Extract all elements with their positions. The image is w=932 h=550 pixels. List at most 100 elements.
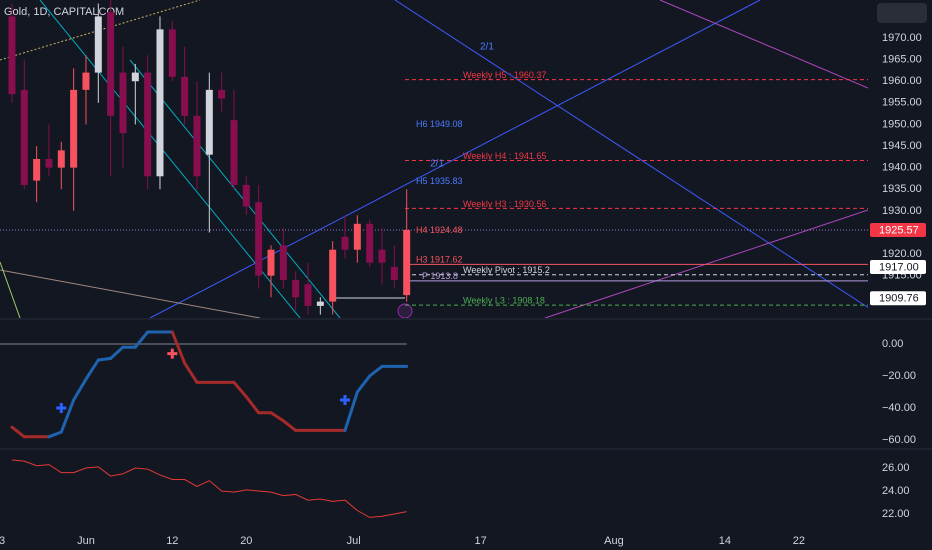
price-badge (870, 260, 926, 275)
price-badge-label: 1925.57 (879, 224, 919, 236)
ratio-label: 2/1 (480, 42, 494, 53)
y-tick-label: 1970.00 (882, 32, 922, 44)
y-tick-label: 1965.00 (882, 54, 922, 66)
oscillator-segment (355, 374, 372, 394)
signal-marker (340, 395, 351, 405)
pivot-label: Weekly Pivot : 1915.2 (463, 265, 550, 275)
candle-body (45, 159, 53, 168)
pivot-label: H3 1917.62 (416, 255, 463, 265)
price-badge (870, 222, 926, 237)
candle-body (131, 72, 139, 82)
y-tick-label: 0.00 (882, 338, 903, 350)
oscillator-segment (72, 377, 88, 402)
toolbar-button[interactable] (877, 3, 927, 23)
candle-body (292, 279, 300, 298)
candle-body (230, 120, 238, 185)
price-badge-label: 1917.00 (879, 261, 919, 273)
candle-body (82, 72, 90, 90)
candle-body (329, 249, 337, 302)
candle-body (20, 89, 28, 185)
candle-body (156, 29, 164, 177)
candle-body (304, 284, 312, 306)
candle-body (193, 115, 201, 177)
candle-body (390, 267, 398, 280)
candle-body (316, 301, 324, 306)
y-tick-label: 1940.00 (882, 162, 922, 174)
oscillator-segment (343, 390, 359, 432)
pivot-label: P 1913.8 (422, 271, 458, 281)
y-tick-label: 1960.00 (882, 75, 922, 87)
x-tick-label: Jun (77, 535, 95, 547)
candle-body (57, 150, 65, 168)
oscillator-segment (96, 356, 113, 362)
x-tick-label: 12 (166, 535, 178, 547)
candle-body (168, 29, 176, 77)
trend-line (0, 261, 21, 318)
candle-body (181, 76, 189, 116)
price-badge (870, 291, 926, 306)
x-tick-label: Jul (347, 535, 361, 547)
y-tick-label: 1945.00 (882, 140, 922, 152)
oscillator-segment (281, 419, 298, 432)
candle-body (218, 89, 226, 99)
y-tick-label: 1935.00 (882, 183, 922, 195)
candle-body (267, 249, 275, 276)
y-tick-label: 22.00 (882, 508, 910, 520)
y-tick-label: 26.00 (882, 462, 910, 474)
oscillator-segment (170, 330, 187, 365)
x-tick-label: 22 (793, 535, 805, 547)
trend-line (394, 0, 868, 309)
pivot-label: H5 1935.83 (416, 176, 463, 186)
candle-body (255, 202, 263, 276)
candles: Weekly H5 : 1960.37 Weekly H4 : 1941.65 We… (0, 0, 868, 315)
oscillator-segment (59, 398, 76, 434)
y-tick-label: −20.00 (882, 370, 916, 382)
line-series (11, 459, 407, 518)
candle-body (279, 245, 287, 280)
y-tick-label: −40.00 (882, 402, 916, 414)
oscillator-segment (232, 380, 248, 399)
candle-body (205, 89, 213, 155)
y-tick-label: 1920.00 (882, 248, 922, 260)
y-tick-label: 24.00 (882, 485, 910, 497)
candle-body (242, 184, 250, 207)
oscillator-segment (109, 345, 125, 360)
pivot-label: H4 1924.48 (416, 225, 463, 235)
y-tick-label: −60.00 (882, 434, 916, 446)
trend-line (129, 59, 341, 318)
candle-body (119, 72, 127, 134)
signal-marker (56, 403, 67, 413)
pivot-label: Weekly H5 : 1960.37 (463, 70, 546, 80)
price-badge-label: 1909.76 (879, 293, 919, 305)
pivot-label: H6 1949.08 (416, 119, 463, 129)
candle-body (94, 16, 102, 73)
candle-body (341, 236, 349, 250)
event-icon[interactable] (397, 303, 413, 318)
pivot-label: Weekly L3 : 1908.18 (463, 295, 545, 305)
candle-body (70, 89, 78, 168)
y-tick-label: 1930.00 (882, 205, 922, 217)
pivot-label: Weekly H4 : 1941.65 (463, 151, 546, 161)
oscillator-segment (368, 364, 384, 378)
candle-body (144, 72, 152, 177)
x-tick-label: Aug (604, 535, 624, 547)
trend-line (659, 0, 868, 89)
x-tick-label: 17 (475, 535, 487, 547)
chart-title: Gold, 1D, CAPITALCOM (4, 6, 124, 18)
candle-body (403, 229, 411, 296)
x-tick-label: 20 (240, 535, 252, 547)
y-tick-label: 1955.00 (882, 97, 922, 109)
oscillator-segment (84, 358, 100, 381)
candle-body (378, 249, 386, 263)
candle-body (8, 16, 16, 95)
oscillator-segment (269, 411, 285, 423)
candle-body (353, 223, 361, 250)
candle-body (107, 12, 115, 116)
oscillator-segment (10, 425, 26, 439)
oscillator-segment (47, 430, 63, 439)
trend-line (149, 0, 761, 318)
trend-line (0, 269, 261, 318)
x-tick-label: 3 (0, 535, 5, 547)
candle-body (366, 223, 374, 263)
